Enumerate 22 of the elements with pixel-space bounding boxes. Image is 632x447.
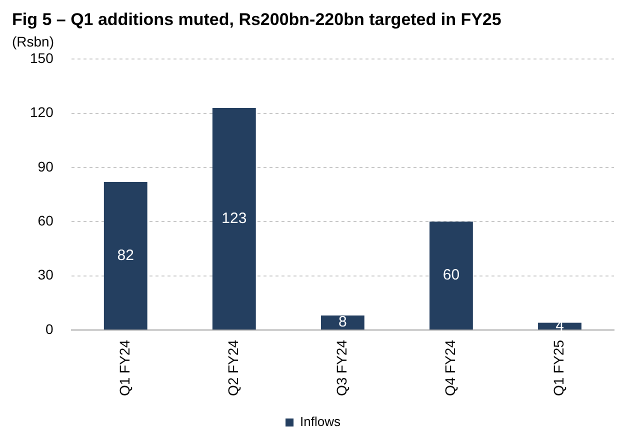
- y-tick-label: 0: [46, 320, 54, 337]
- y-axis-title: (Rsbn): [12, 34, 54, 50]
- y-tick-label: 30: [38, 266, 54, 283]
- data-label: 60: [442, 266, 460, 284]
- y-tick-label: 60: [38, 212, 54, 229]
- bar: [430, 222, 473, 330]
- x-tick-label: Q3 FY24: [334, 340, 350, 396]
- x-tick-label: Q1 FY24: [116, 340, 132, 396]
- y-tick-label: 90: [38, 158, 54, 174]
- bar: [320, 316, 364, 330]
- legend-label: Inflows: [300, 414, 341, 430]
- x-tick-label: Q1 FY25: [550, 340, 567, 396]
- bar: [212, 108, 256, 330]
- chart-title: Fig 5 – Q1 additions muted, Rs200bn-220bn targeted in FY25: [12, 10, 502, 29]
- data-label: 8: [338, 314, 347, 331]
- bar: [104, 182, 148, 330]
- data-label: 123: [222, 210, 247, 227]
- x-tick-label: Q4 FY24: [442, 340, 458, 396]
- y-tick-label: 150: [30, 50, 54, 66]
- data-label: 82: [117, 246, 134, 264]
- y-tick-label: 120: [30, 104, 54, 120]
- x-tick-label: Q2 FY24: [225, 340, 242, 396]
